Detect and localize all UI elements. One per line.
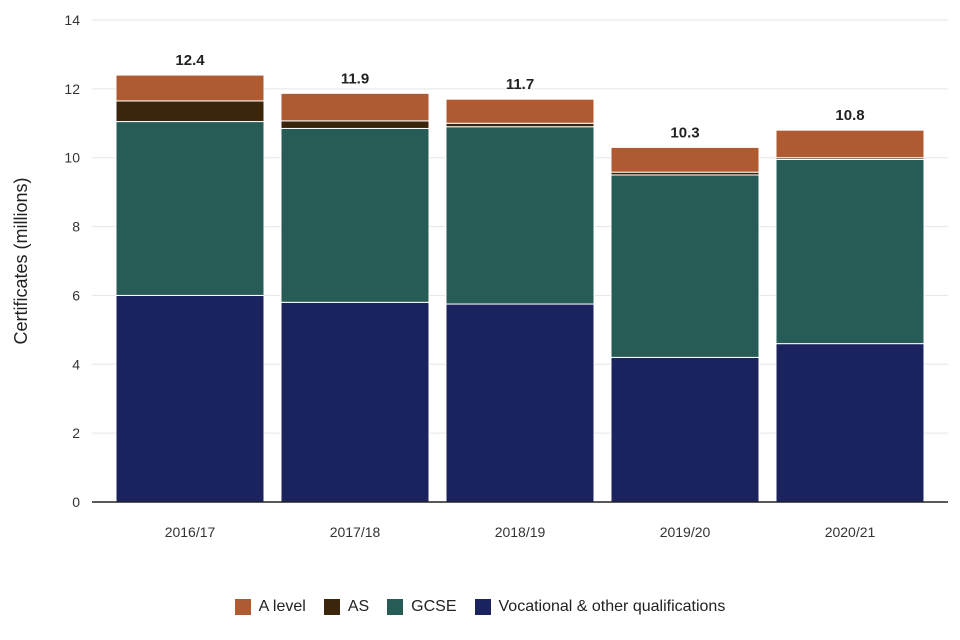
y-tick-label: 4 xyxy=(72,356,80,372)
bars xyxy=(115,74,925,503)
legend-item: GCSE xyxy=(387,598,457,616)
y-tick-label: 6 xyxy=(72,287,80,303)
bar-segment xyxy=(280,127,430,303)
total-label: 11.7 xyxy=(506,76,534,93)
bar-segment xyxy=(610,356,760,503)
bar-segment xyxy=(445,126,595,305)
legend-swatch xyxy=(323,599,340,615)
y-tick-label: 8 xyxy=(72,219,80,235)
bar-segment xyxy=(115,294,265,503)
bar-segment xyxy=(280,301,430,503)
bar-segment xyxy=(445,303,595,503)
bar-segment xyxy=(775,343,925,503)
legend: A level AS GCSE Vocational & other qualific… xyxy=(0,598,960,616)
bar-segment xyxy=(115,121,265,296)
bar-segment xyxy=(775,158,925,345)
data-labels: 12.4 11.9 11.7 10.3 10.8 xyxy=(175,52,864,141)
bar-segment xyxy=(115,74,265,102)
legend-swatch xyxy=(387,599,404,615)
axes: 0 2 4 6 8 10 12 14 2016/17 2017/18 2018/19 2019/20 2… xyxy=(11,12,948,540)
legend-label: A level xyxy=(258,598,306,615)
y-tick-label: 0 xyxy=(72,494,80,510)
chart-svg: 0 2 4 6 8 10 12 14 2016/17 2017/18 2018/19 2019/20 2… xyxy=(11,12,948,540)
bar-segment xyxy=(610,146,760,173)
legend-swatch xyxy=(474,599,491,615)
bar-segment xyxy=(280,120,430,129)
legend-item: Vocational & other qualifications xyxy=(474,598,726,616)
x-tick-label: 2016/17 xyxy=(165,524,216,540)
legend-label: AS xyxy=(347,598,370,615)
total-label: 11.9 xyxy=(341,70,369,87)
legend-label: Vocational & other qualifications xyxy=(498,598,726,615)
y-tick-label: 2 xyxy=(72,425,80,441)
bar-segment xyxy=(115,100,265,123)
bar-segment xyxy=(445,122,595,128)
legend-swatch xyxy=(234,599,251,615)
total-label: 12.4 xyxy=(175,52,205,69)
y-axis-title: Certificates (millions) xyxy=(11,177,31,344)
bar-segment xyxy=(610,174,760,358)
total-label: 10.8 xyxy=(835,107,864,124)
total-label: 10.3 xyxy=(670,124,699,141)
bar-segment xyxy=(445,98,595,124)
x-tick-label: 2018/19 xyxy=(495,524,546,540)
x-tick-label: 2019/20 xyxy=(660,524,711,540)
legend-item: AS xyxy=(323,598,370,616)
legend-label: GCSE xyxy=(411,598,457,615)
y-tick-label: 14 xyxy=(64,12,80,28)
legend-item: A level xyxy=(234,598,306,616)
y-tick-label: 10 xyxy=(64,150,80,166)
bar-segment xyxy=(280,92,430,122)
x-tick-label: 2017/18 xyxy=(330,524,381,540)
y-tick-label: 12 xyxy=(64,81,80,97)
x-tick-label: 2020/21 xyxy=(825,524,876,540)
bar-segment xyxy=(775,129,925,159)
